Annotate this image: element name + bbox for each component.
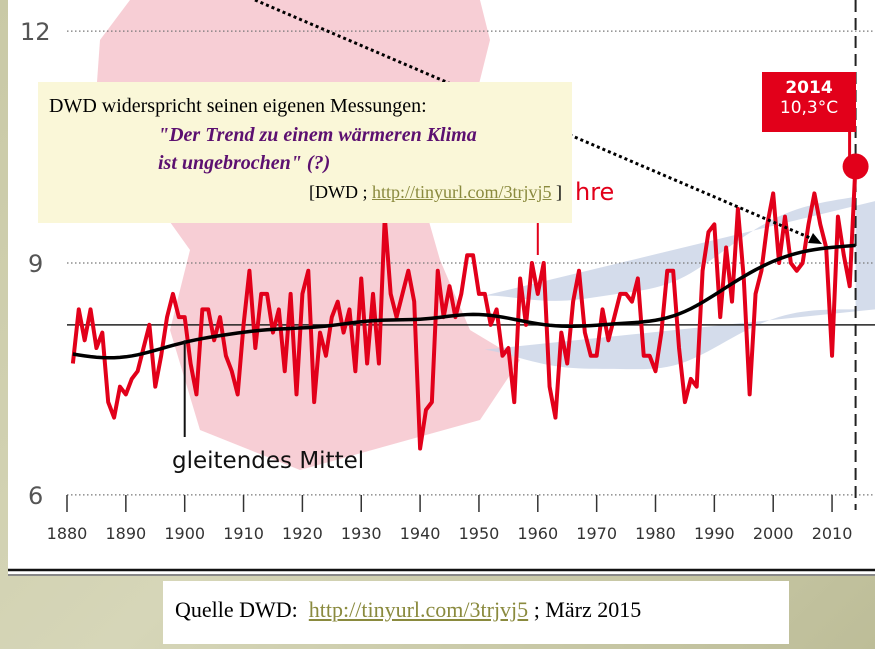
callout-source-link[interactable]: http://tinyurl.com/3trjvj5	[372, 182, 552, 202]
moving-average-line	[72, 243, 856, 360]
x-tick-label: 1920	[282, 524, 323, 543]
x-tick-label: 1980	[635, 524, 676, 543]
arrow-head-icon	[808, 233, 822, 244]
caption-suffix: ; März 2015	[528, 597, 642, 622]
x-tick-label: 2000	[753, 524, 794, 543]
y-tick-label: 12	[20, 18, 51, 46]
callout-heading: DWD widerspricht seinen eigenen Messunge…	[49, 95, 427, 117]
x-tick-label: 1910	[223, 524, 264, 543]
latest-value-badge: 2014 10,3°C	[762, 72, 856, 132]
x-tick-label: 1890	[105, 524, 146, 543]
callout-source: [DWD ; http://tinyurl.com/3trjvj5 ]	[309, 182, 562, 203]
x-tick-label: 2010	[812, 524, 853, 543]
callout-source-suffix: ]	[551, 182, 562, 202]
x-tick-label: 1900	[164, 524, 205, 543]
latest-value-marker	[842, 153, 869, 180]
annual-temperature-line	[70, 162, 858, 451]
x-tick-label: 1940	[400, 524, 441, 543]
y-tick-label: 6	[28, 482, 43, 510]
source-caption: Quelle DWD: http://tinyurl.com/3trjvj5 ;…	[163, 581, 789, 644]
x-tick-label: 1990	[694, 524, 735, 543]
caption-prefix: Quelle DWD:	[175, 597, 309, 622]
annotation-callout: DWD widerspricht seinen eigenen Messunge…	[38, 82, 572, 223]
callout-quote-line2: ist ungebrochen" (?)	[158, 152, 331, 174]
x-tick-label: 1950	[459, 524, 500, 543]
x-tick-label: 1970	[576, 524, 617, 543]
smooth-label: gleitendes Mittel	[172, 448, 364, 474]
badge-value: 10,3°C	[779, 98, 839, 118]
x-tick-label: 1880	[47, 524, 88, 543]
y-tick-label: 9	[28, 250, 43, 278]
badge-year: 2014	[785, 78, 833, 98]
x-tick-label: 1930	[341, 524, 382, 543]
caption-link[interactable]: http://tinyurl.com/3trjvj5	[308, 597, 529, 622]
partial-label: hre	[575, 178, 614, 206]
callout-quote-line1: "Der Trend zu einem wärmeren Klima	[158, 124, 477, 146]
x-tick-label: 1960	[517, 524, 558, 543]
callout-source-prefix: [DWD ;	[309, 182, 372, 202]
